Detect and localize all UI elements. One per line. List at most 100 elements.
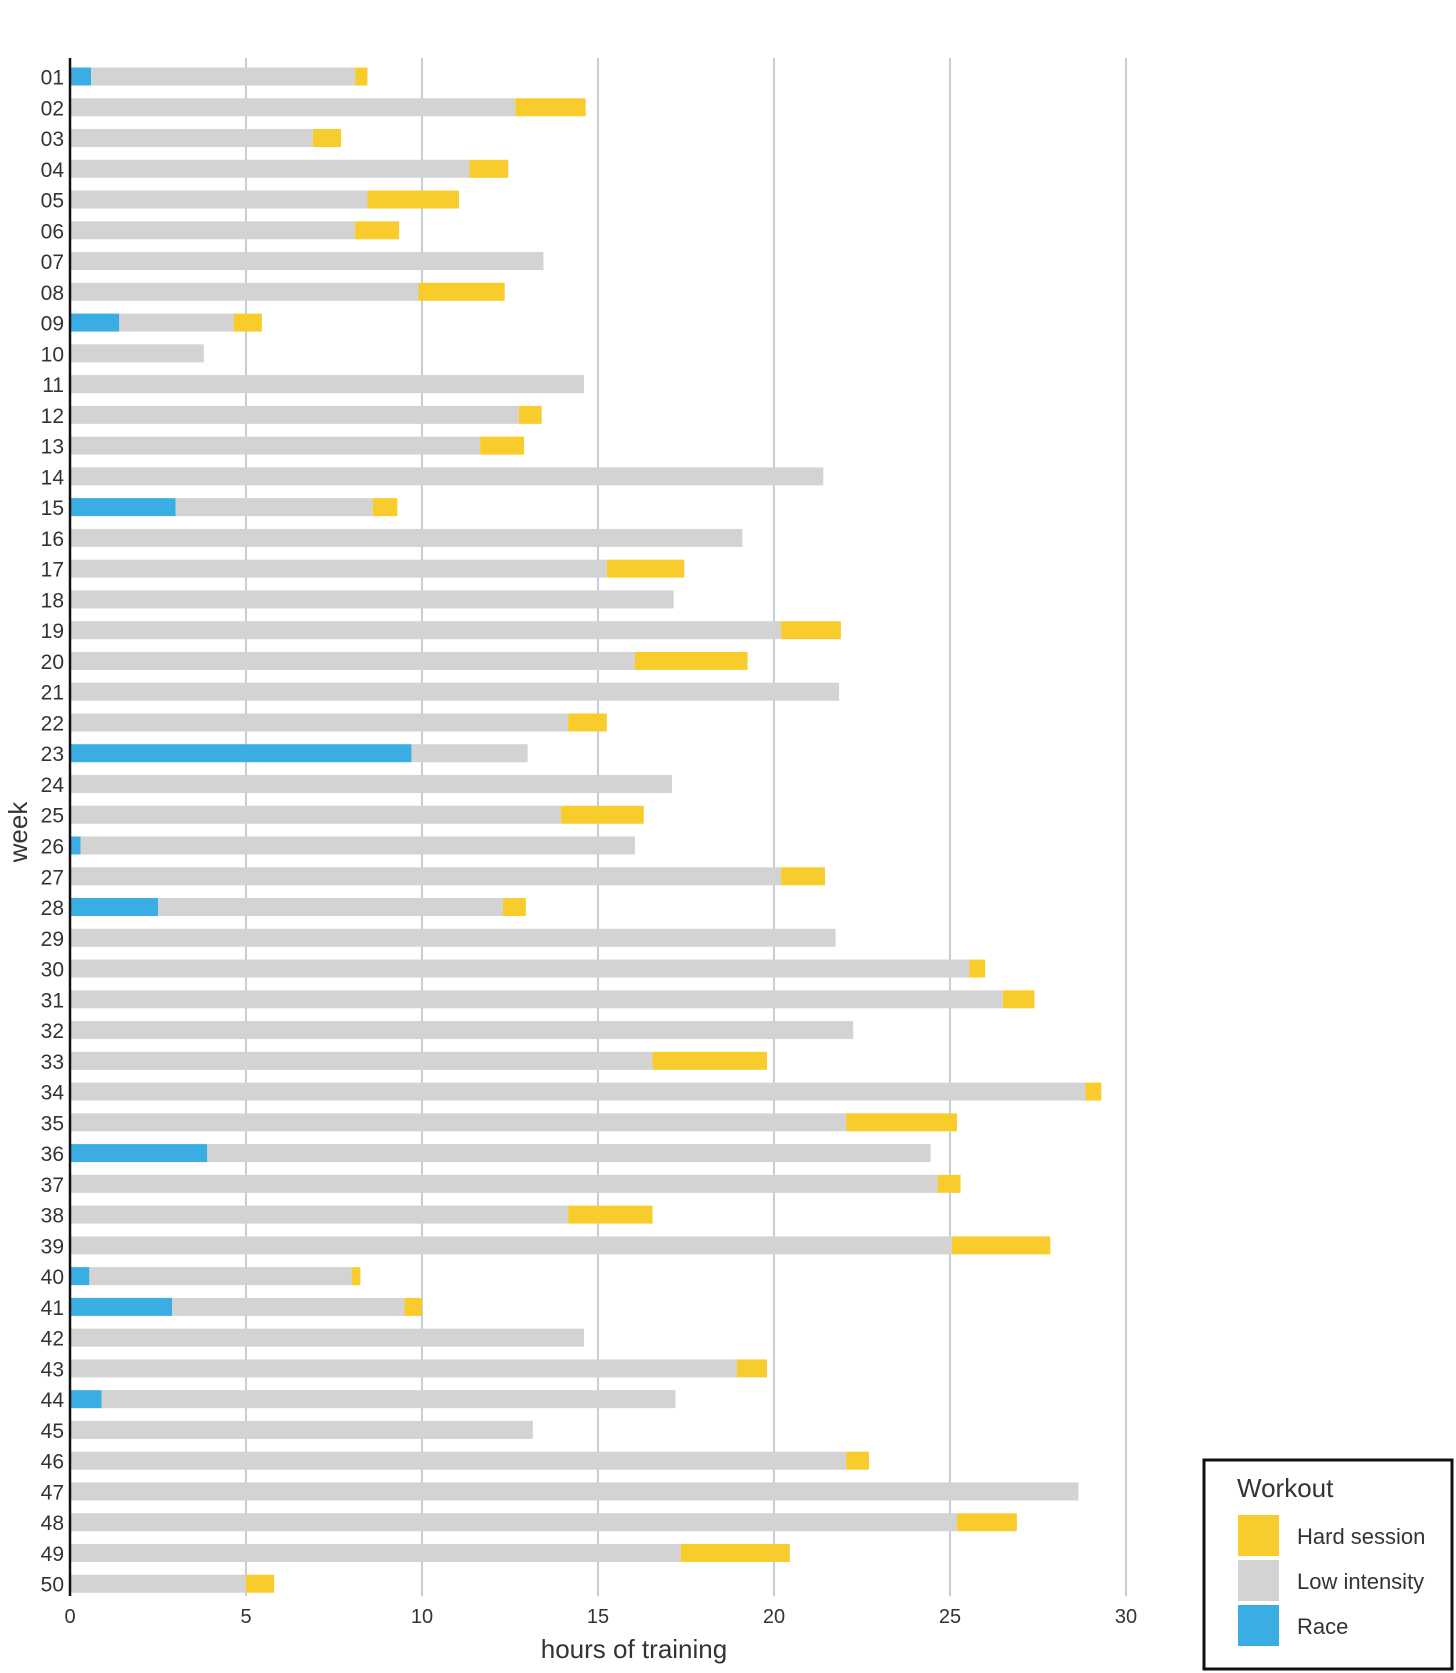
y-tick-label: 22 <box>41 712 64 735</box>
bar-low-intensity-week-43 <box>70 1359 738 1378</box>
bar-race-week-09 <box>70 313 120 332</box>
bar-hard-session-week-30 <box>969 959 986 978</box>
y-tick-label: 08 <box>41 282 64 305</box>
y-tick-label: 24 <box>41 774 65 797</box>
bar-low-intensity-week-19 <box>70 621 782 640</box>
y-tick-label: 40 <box>41 1266 64 1289</box>
bar-hard-session-week-28 <box>502 898 526 917</box>
legend-swatch-race <box>1238 1605 1279 1646</box>
bar-hard-session-week-49 <box>680 1543 790 1562</box>
bar-low-intensity-week-25 <box>70 805 562 824</box>
legend-label-low-intensity: Low intensity <box>1297 1569 1424 1594</box>
bar-hard-session-week-12 <box>518 405 542 424</box>
bar-low-intensity-week-47 <box>70 1482 1079 1501</box>
bar-race-week-01 <box>70 67 92 86</box>
bar-low-intensity-week-48 <box>70 1513 958 1532</box>
bar-race-week-41 <box>70 1297 173 1316</box>
bar-hard-session-week-22 <box>568 713 607 732</box>
bar-low-intensity-week-37 <box>70 1174 938 1193</box>
bar-hard-session-week-37 <box>937 1174 961 1193</box>
legend-items: Hard session Low intensity Race <box>1238 1515 1425 1646</box>
bar-low-intensity-week-06 <box>70 221 356 240</box>
x-tick-label: 25 <box>939 1606 961 1628</box>
bar-hard-session-week-06 <box>355 221 400 240</box>
y-tick-label: 01 <box>41 67 64 90</box>
y-tick-label: 46 <box>41 1451 64 1474</box>
y-tick-label: 15 <box>41 497 64 520</box>
y-tick-label: 11 <box>42 374 64 397</box>
bar-hard-session-week-35 <box>846 1113 958 1132</box>
y-tick-label: 21 <box>41 682 64 705</box>
bar-hard-session-week-38 <box>568 1205 653 1224</box>
y-tick-label: 44 <box>41 1389 65 1412</box>
bar-low-intensity-week-07 <box>70 252 544 271</box>
y-tick-label: 33 <box>41 1051 64 1074</box>
legend-title: Workout <box>1237 1473 1334 1503</box>
x-tick-label: 15 <box>587 1606 609 1628</box>
bar-low-intensity-week-35 <box>70 1113 847 1132</box>
bar-hard-session-week-43 <box>737 1359 767 1378</box>
bar-low-intensity-week-09 <box>119 313 234 332</box>
bar-race-week-28 <box>70 898 158 917</box>
y-tick-label: 48 <box>41 1512 64 1535</box>
x-tick-label: 30 <box>1115 1606 1137 1628</box>
y-tick-label: 37 <box>41 1174 64 1197</box>
y-tick-label: 49 <box>41 1543 64 1566</box>
y-tick-label: 07 <box>41 251 64 274</box>
bar-low-intensity-week-22 <box>70 713 569 732</box>
legend-swatch-hard-session <box>1238 1515 1279 1556</box>
bar-low-intensity-week-33 <box>70 1051 653 1070</box>
bar-race-week-26 <box>70 836 81 855</box>
bar-low-intensity-week-23 <box>411 744 528 763</box>
bar-hard-session-week-19 <box>781 621 841 640</box>
bar-hard-session-week-41 <box>404 1297 422 1316</box>
bar-low-intensity-week-26 <box>80 836 635 855</box>
bar-hard-session-week-39 <box>951 1236 1051 1255</box>
y-tick-label: 03 <box>41 128 64 151</box>
x-tick-label: 10 <box>411 1606 433 1628</box>
y-tick-label: 27 <box>41 866 64 889</box>
bar-low-intensity-week-15 <box>175 498 373 517</box>
bar-low-intensity-week-30 <box>70 959 970 978</box>
bar-low-intensity-week-50 <box>70 1574 246 1593</box>
bar-low-intensity-week-08 <box>70 282 419 301</box>
bar-low-intensity-week-18 <box>70 590 674 609</box>
legend-swatch-low-intensity <box>1238 1560 1279 1601</box>
y-tick-label: 31 <box>41 989 64 1012</box>
bar-low-intensity-week-02 <box>70 98 516 117</box>
y-tick-label: 16 <box>41 528 64 551</box>
y-tick-label: 23 <box>41 743 64 766</box>
bar-hard-session-week-02 <box>515 98 586 117</box>
bars <box>70 67 1102 1593</box>
y-tick-label: 34 <box>41 1082 65 1105</box>
y-tick-label: 35 <box>41 1112 64 1135</box>
bar-low-intensity-week-39 <box>70 1236 952 1255</box>
bar-hard-session-week-40 <box>351 1267 361 1286</box>
bar-low-intensity-week-49 <box>70 1543 681 1562</box>
bar-hard-session-week-50 <box>246 1574 275 1593</box>
y-tick-label: 50 <box>41 1574 64 1597</box>
bar-low-intensity-week-41 <box>172 1297 405 1316</box>
y-tick-label: 42 <box>41 1328 64 1351</box>
bar-low-intensity-week-13 <box>70 436 481 455</box>
bar-race-week-23 <box>70 744 412 763</box>
y-tick-label: 20 <box>41 651 64 674</box>
x-tick-label: 5 <box>240 1606 251 1628</box>
y-tick-label: 45 <box>41 1420 64 1443</box>
bar-low-intensity-week-28 <box>158 898 503 917</box>
x-axis-label: hours of training <box>541 1634 727 1664</box>
bar-low-intensity-week-40 <box>89 1267 352 1286</box>
bar-low-intensity-week-01 <box>91 67 356 86</box>
bar-hard-session-week-20 <box>634 651 748 670</box>
bar-hard-session-week-01 <box>355 67 368 86</box>
y-tick-label: 12 <box>41 405 64 428</box>
bar-hard-session-week-05 <box>367 190 459 209</box>
y-tick-label: 32 <box>41 1020 64 1043</box>
bar-race-week-44 <box>70 1390 102 1409</box>
bar-hard-session-week-48 <box>957 1513 1017 1532</box>
bar-race-week-40 <box>70 1267 90 1286</box>
y-tick-label: 36 <box>41 1143 64 1166</box>
y-axis-label: week <box>3 801 33 864</box>
